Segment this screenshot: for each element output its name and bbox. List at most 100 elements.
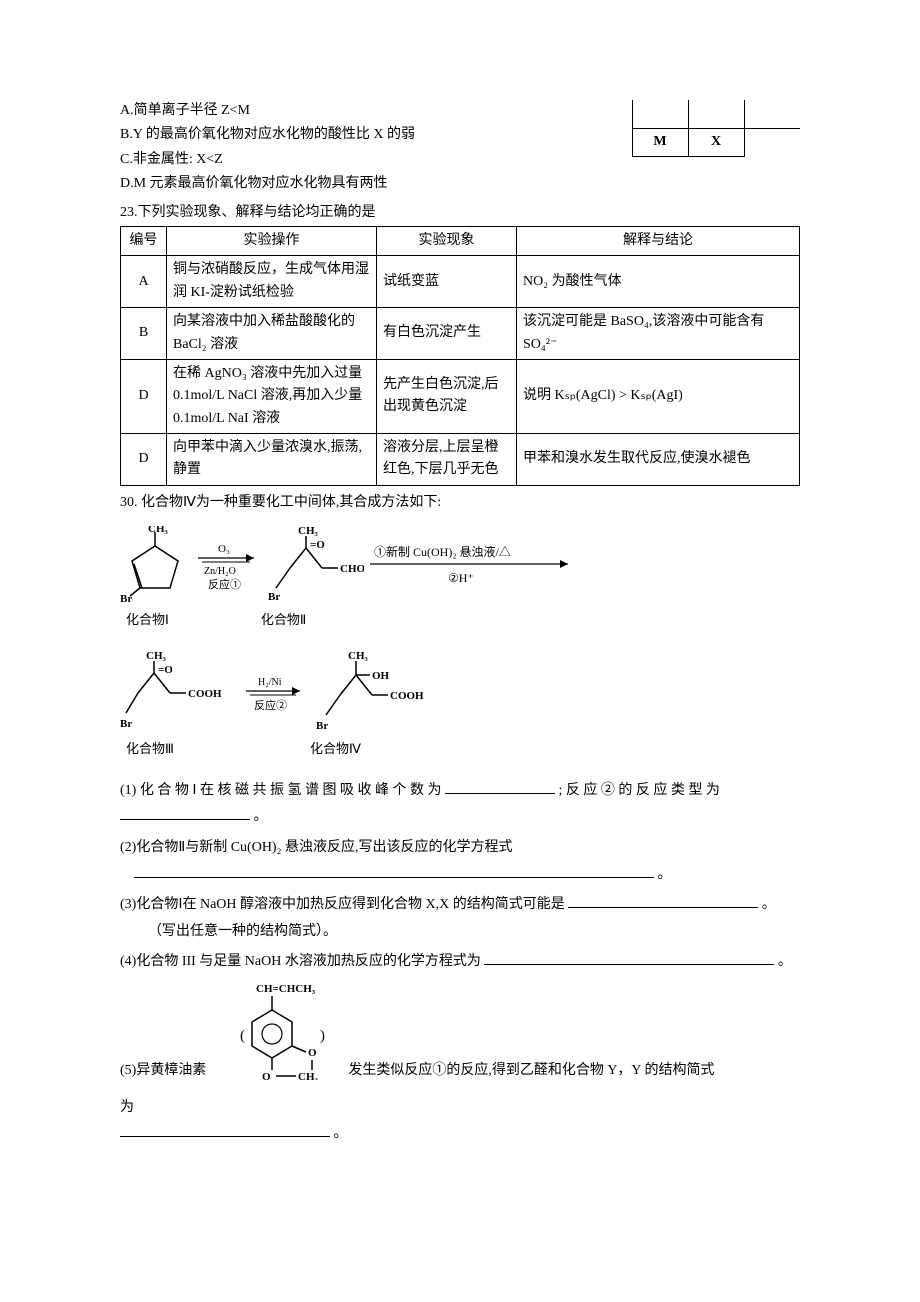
q30-subquestions: (1) 化 合 物 Ⅰ 在 核 磁 共 振 氢 谱 图 吸 收 峰 个 数 为 …: [120, 778, 800, 1148]
blank-field: [134, 864, 654, 878]
compound-labels-row1: 化合物Ⅰ 化合物Ⅱ: [120, 610, 800, 631]
arrow1-top: O₃: [218, 543, 230, 555]
arrow1-mid: Zn/H₂O: [204, 566, 236, 577]
svg-text:CH₃: CH₃: [348, 650, 369, 662]
blank-field: [568, 894, 758, 908]
svg-text:Br: Br: [120, 718, 132, 730]
reaction-arrow-2: ①新制 Cu(OH)₂ 悬浊液/△ ②H⁺: [368, 544, 578, 588]
svg-text:CH₃: CH₃: [298, 525, 319, 537]
cell-cc: 甲苯和溴水发生取代反应,使溴水褪色: [517, 434, 800, 486]
cell-m: M: [632, 128, 688, 156]
reaction-scheme-1: CH₃ Br O₃ Zn/H₂O 反应①: [120, 524, 800, 631]
reaction-arrow-1: O₃ Zn/H₂O 反应①: [194, 538, 264, 594]
svg-text:CH₃: CH₃: [146, 650, 167, 662]
lbl-compound-2: 化合物Ⅱ: [261, 610, 306, 631]
period: 。: [334, 1126, 348, 1141]
q30-3: (3)化合物Ⅰ在 NaOH 醇溶液中加热反应得到化合物 X,X 的结构简式可能是…: [120, 892, 800, 945]
compound-1-icon: CH₃ Br: [120, 526, 190, 606]
reaction-scheme-2: CH₃ =O COOH Br H₂/Ni 反应: [120, 649, 800, 760]
q30-2-text: (2)化合物Ⅱ与新制 Cu(OH)₂ 悬浊液反应,写出该反应的化学方程式: [120, 840, 512, 855]
q30-3a: (3)化合物Ⅰ在 NaOH 醇溶液中加热反应得到化合物 X,X 的结构简式可能是: [120, 897, 565, 912]
q23-block: 23.下列实验现象、解释与结论均正确的是 编号 实验操作 实验现象 解释与结论 …: [120, 202, 800, 486]
table-row: A 铜与浓硝酸反应，生成气体用湿润 KI-淀粉试纸检验 试纸变蓝 NO₂ 为酸性…: [121, 256, 800, 308]
lbl-compound-3: 化合物Ⅲ: [126, 739, 174, 760]
svg-text:Br: Br: [316, 720, 328, 732]
q30-5b: 发生类似反应①的反应,得到乙醛和化合物 Y，Y 的结构简式: [348, 1058, 714, 1085]
svg-text:COOH: COOH: [188, 688, 222, 700]
compound-3-icon: CH₃ =O COOH Br: [120, 649, 240, 737]
table-row: B 向某溶液中加入稀盐酸酸化的 BaCl₂ 溶液 有白色沉淀产生 该沉淀可能是 …: [121, 308, 800, 360]
q30-2: (2)化合物Ⅱ与新制 Cu(OH)₂ 悬浊液反应,写出该反应的化学方程式 。: [120, 835, 800, 888]
compound-2-icon: CH₃ =O CHO Br: [268, 524, 364, 608]
q30-1a: (1) 化 合 物 Ⅰ 在 核 磁 共 振 氢 谱 图 吸 收 峰 个 数 为: [120, 783, 441, 798]
q30-3b: （写出任意一种的结构简式）。: [120, 924, 337, 939]
q30-4-text: (4)化合物 III 与足量 NaOH 水溶液加热反应的化学方程式为: [120, 954, 481, 969]
isosafrole-icon: CH=CHCH₃ O O CH₂ ( ): [212, 980, 342, 1091]
lbl-compound-4: 化合物Ⅳ: [310, 739, 361, 760]
th-id: 编号: [121, 226, 167, 255]
compound-4-icon: CH₃ OH COOH Br: [312, 649, 442, 737]
svg-text:O: O: [308, 1047, 317, 1059]
q30-title: 30. 化合物Ⅳ为一种重要化工中间体,其合成方法如下:: [120, 492, 800, 514]
cell-blank: [744, 128, 800, 156]
q22-block: A.简单离子半径 Z<M B.Y 的最高价氧化物对应水化物的酸性比 X 的弱 C…: [120, 100, 800, 198]
svg-text:(: (: [240, 1028, 245, 1044]
q30-5: (5)异黄樟油素 CH=CHCH₃ O O CH₂: [120, 980, 800, 1091]
cell-x: X: [688, 128, 744, 156]
arrow1-bot: 反应①: [208, 577, 241, 591]
q30-1: (1) 化 合 物 Ⅰ 在 核 磁 共 振 氢 谱 图 吸 收 峰 个 数 为 …: [120, 778, 800, 831]
cell-op: 向某溶液中加入稀盐酸酸化的 BaCl₂ 溶液: [167, 308, 377, 360]
svg-text:COOH: COOH: [390, 690, 424, 702]
q30-4: (4)化合物 III 与足量 NaOH 水溶液加热反应的化学方程式为 。: [120, 949, 800, 976]
experiment-table: 编号 实验操作 实验现象 解释与结论 A 铜与浓硝酸反应，生成气体用湿润 KI-…: [120, 226, 800, 486]
cell-id: A: [121, 256, 167, 308]
cell-ph: 有白色沉淀产生: [377, 308, 517, 360]
opt-d: D.M 元素最高价氧化物对应水化物具有两性: [120, 173, 612, 195]
cell-op: 铜与浓硝酸反应，生成气体用湿润 KI-淀粉试纸检验: [167, 256, 377, 308]
q23-title: 23.下列实验现象、解释与结论均正确的是: [120, 202, 800, 224]
period: 。: [254, 809, 268, 824]
table-row: D 向甲苯中滴入少量浓溴水,振荡,静置 溶液分层,上层呈橙红色,下层几乎无色 甲…: [121, 434, 800, 486]
opt-b: B.Y 的最高价氧化物对应水化物的酸性比 X 的弱: [120, 124, 612, 146]
cell-cc: 说明 Kₛₚ(AgCl) > Kₛₚ(AgI): [517, 359, 800, 433]
q30-5-cont: 为 。: [120, 1095, 800, 1148]
cell-id: B: [121, 308, 167, 360]
q30-5a: (5)异黄樟油素: [120, 1058, 206, 1085]
cell-ph: 试纸变蓝: [377, 256, 517, 308]
period: 。: [778, 954, 792, 969]
cell-blank: [744, 100, 800, 128]
th-cc: 解释与结论: [517, 226, 800, 255]
blank-field: [120, 1123, 330, 1137]
arrow3-bot: 反应②: [254, 698, 287, 712]
q30-1b: ; 反 应 ② 的 反 应 类 型 为: [558, 783, 719, 798]
blank-field: [484, 951, 774, 965]
th-op: 实验操作: [167, 226, 377, 255]
svg-text:Br: Br: [268, 591, 280, 603]
cell-id: D: [121, 359, 167, 433]
svg-text:CHO: CHO: [340, 563, 364, 575]
lbl-compound-1: 化合物Ⅰ: [126, 610, 169, 631]
arrow3-top: H₂/Ni: [258, 677, 282, 688]
compound-labels-row2: 化合物Ⅲ 化合物Ⅳ: [120, 739, 800, 760]
table-header-row: 编号 实验操作 实验现象 解释与结论: [121, 226, 800, 255]
opt-a: A.简单离子半径 Z<M: [120, 100, 612, 122]
svg-text:O: O: [262, 1071, 271, 1080]
svg-text:OH: OH: [372, 670, 390, 682]
th-ph: 实验现象: [377, 226, 517, 255]
q30-5c: 为: [120, 1100, 134, 1115]
cell-op: 向甲苯中滴入少量浓溴水,振荡,静置: [167, 434, 377, 486]
cell-ph: 先产生白色沉淀,后出现黄色沉淀: [377, 359, 517, 433]
svg-text:CH₃: CH₃: [148, 526, 169, 535]
cell-blank: [688, 100, 744, 128]
svg-text:CH₂: CH₂: [298, 1071, 319, 1080]
cell-blank: [632, 100, 688, 128]
blank-field: [120, 806, 250, 820]
cell-ph: 溶液分层,上层呈橙红色,下层几乎无色: [377, 434, 517, 486]
reaction-arrow-3: H₂/Ni 反应②: [244, 673, 308, 713]
cell-cc: 该沉淀可能是 BaSO₄,该溶液中可能含有 SO₄²⁻: [517, 308, 800, 360]
svg-text:=O: =O: [310, 539, 325, 551]
svg-text:): ): [320, 1028, 325, 1044]
svg-text:=O: =O: [158, 664, 173, 676]
cell-id: D: [121, 434, 167, 486]
blank-field: [445, 780, 555, 794]
